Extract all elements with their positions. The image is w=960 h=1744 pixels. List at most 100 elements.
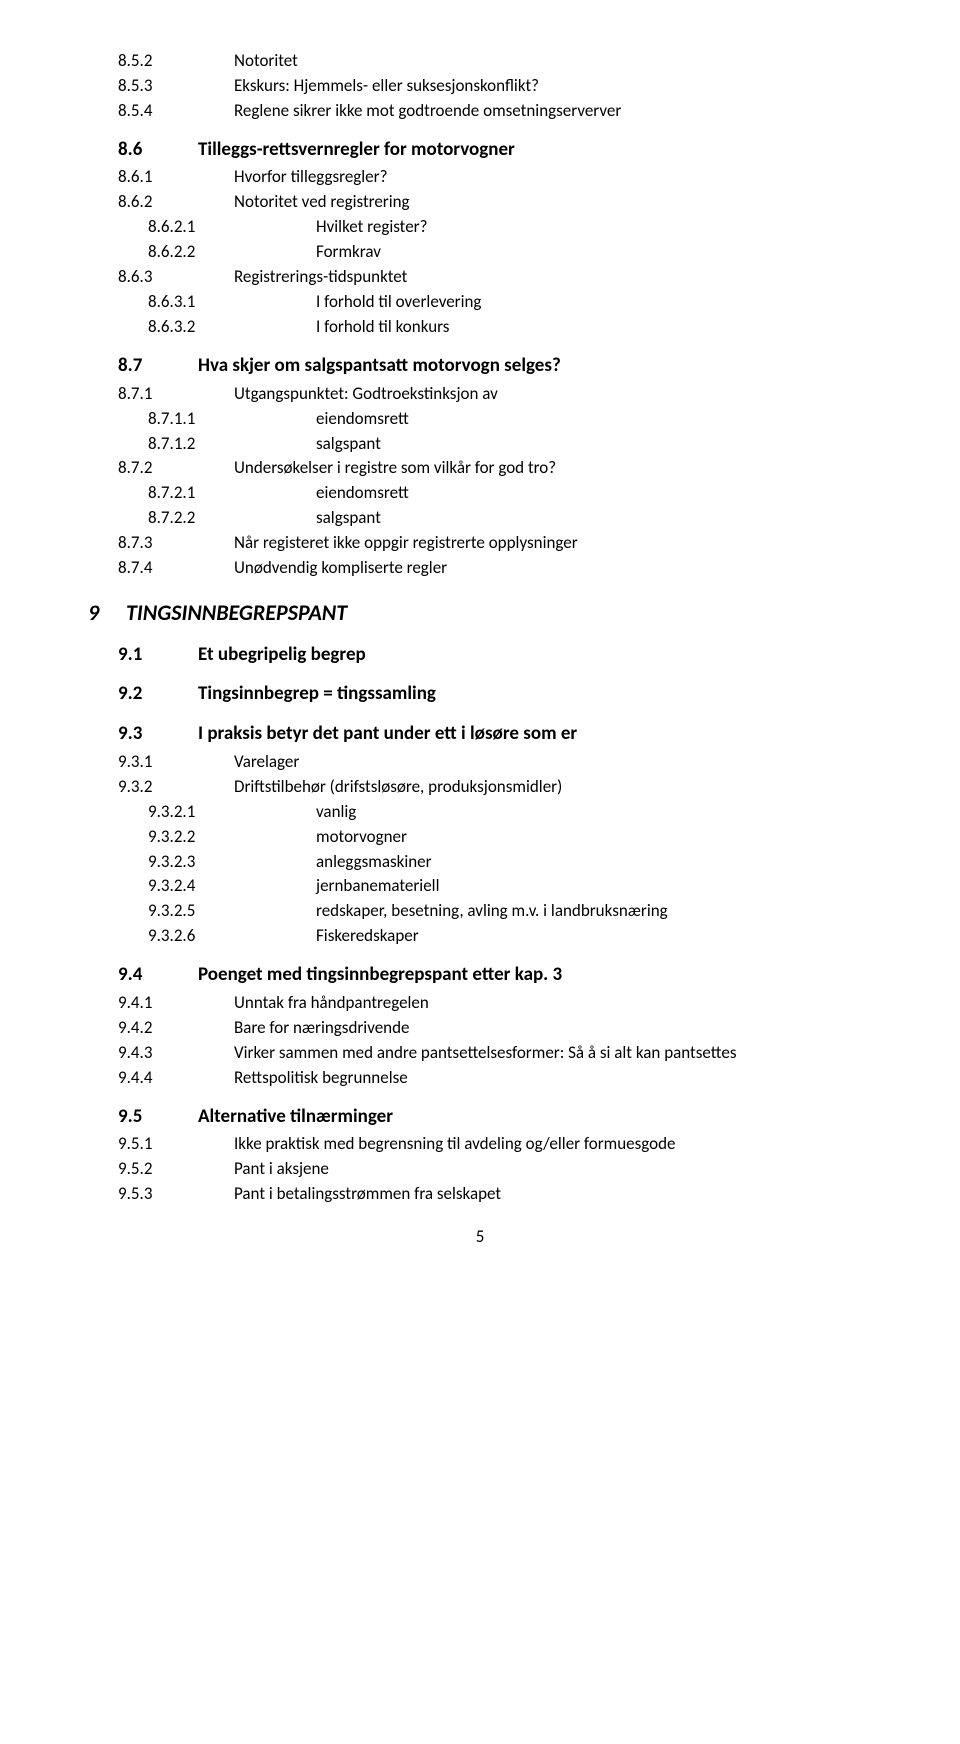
outline-text: eiendomsrett — [316, 408, 872, 431]
outline-text: I forhold til overlevering — [316, 291, 872, 314]
outline-number: 9.3.2.4 — [88, 875, 316, 898]
outline-number: 9.3.2.2 — [88, 826, 316, 849]
outline-row: 8.7.1.2salgspant — [88, 433, 872, 456]
outline-row: 9.3.2.6Fiskeredskaper — [88, 925, 872, 948]
outline-list: 8.5.2Notoritet8.5.3Ekskurs: Hjemmels- el… — [88, 50, 872, 1206]
outline-number: 9.3.2.1 — [88, 801, 316, 824]
outline-text: Ekskurs: Hjemmels- eller suksesjonskonfl… — [234, 75, 872, 98]
outline-row: 8.5.4Reglene sikrer ikke mot godtroende … — [88, 100, 872, 123]
outline-row: 9.5.2Pant i aksjene — [88, 1158, 872, 1181]
outline-number: 9.5.3 — [88, 1183, 234, 1206]
outline-text: Unntak fra håndpantregelen — [234, 992, 872, 1015]
outline-text: eiendomsrett — [316, 482, 872, 505]
outline-text: Utgangspunktet: Godtroekstinksjon av — [234, 383, 872, 406]
outline-number: 8.7 — [88, 353, 198, 379]
outline-text: Unødvendig kompliserte regler — [234, 557, 872, 580]
outline-number: 9.4.4 — [88, 1067, 234, 1090]
outline-text: Varelager — [234, 751, 872, 774]
outline-number: 9.4.2 — [88, 1017, 234, 1040]
outline-row: 8.7.2Undersøkelser i registre som vilkår… — [88, 457, 872, 480]
outline-number: 9 — [88, 598, 126, 628]
outline-text: Reglene sikrer ikke mot godtroende omset… — [234, 100, 872, 123]
outline-text: Hvorfor tilleggsregler? — [234, 166, 872, 189]
outline-number: 9.3 — [88, 721, 198, 747]
outline-text: Formkrav — [316, 241, 872, 264]
outline-text: anleggsmaskiner — [316, 851, 872, 874]
outline-number: 8.7.1 — [88, 383, 234, 406]
outline-text: Notoritet ved registrering — [234, 191, 872, 214]
outline-text: Hvilket register? — [316, 216, 872, 239]
outline-row: 8.6.1Hvorfor tilleggsregler? — [88, 166, 872, 189]
outline-number: 8.7.2 — [88, 457, 234, 480]
outline-text: Tilleggs-rettsvernregler for motorvogner — [198, 137, 872, 163]
outline-number: 9.3.1 — [88, 751, 234, 774]
outline-number: 8.7.1.2 — [88, 433, 316, 456]
outline-row: 8.7.4Unødvendig kompliserte regler — [88, 557, 872, 580]
outline-row: 9.1Et ubegripelig begrep — [88, 642, 872, 668]
outline-text: Undersøkelser i registre som vilkår for … — [234, 457, 872, 480]
outline-number: 9.4.1 — [88, 992, 234, 1015]
outline-row: 9.4.2Bare for næringsdrivende — [88, 1017, 872, 1040]
outline-row: 9.3.2.3anleggsmaskiner — [88, 851, 872, 874]
outline-row: 9.4Poenget med tingsinnbegrepspant etter… — [88, 962, 872, 988]
outline-number: 8.6.2.1 — [88, 216, 316, 239]
outline-row: 8.7.1.1eiendomsrett — [88, 408, 872, 431]
outline-row: 9.2Tingsinnbegrep = tingssamling — [88, 681, 872, 707]
outline-text: Fiskeredskaper — [316, 925, 872, 948]
outline-text: redskaper, besetning, avling m.v. i land… — [316, 900, 872, 923]
document-page: 8.5.2Notoritet8.5.3Ekskurs: Hjemmels- el… — [0, 0, 960, 1271]
outline-text: Bare for næringsdrivende — [234, 1017, 872, 1040]
outline-row: 9.3.2.5redskaper, besetning, avling m.v.… — [88, 900, 872, 923]
outline-text: TINGSINNBEGREPSPANT — [126, 598, 872, 628]
outline-row: 9TINGSINNBEGREPSPANT — [88, 598, 872, 628]
outline-text: Hva skjer om salgspantsatt motorvogn sel… — [198, 353, 872, 379]
outline-text: salgspant — [316, 507, 872, 530]
outline-number: 9.3.2.6 — [88, 925, 316, 948]
outline-text: Rettspolitisk begrunnelse — [234, 1067, 872, 1090]
outline-text: Når registeret ikke oppgir registrerte o… — [234, 532, 872, 555]
outline-number: 9.1 — [88, 642, 198, 668]
outline-number: 9.2 — [88, 681, 198, 707]
outline-row: 9.3.2.4jernbanemateriell — [88, 875, 872, 898]
outline-row: 8.7.2.2salgspant — [88, 507, 872, 530]
outline-text: Pant i aksjene — [234, 1158, 872, 1181]
outline-text: I praksis betyr det pant under ett i løs… — [198, 721, 872, 747]
outline-text: Pant i betalingsstrømmen fra selskapet — [234, 1183, 872, 1206]
outline-number: 8.5.2 — [88, 50, 234, 73]
outline-row: 9.3.2.2motorvogner — [88, 826, 872, 849]
outline-row: 9.4.4Rettspolitisk begrunnelse — [88, 1067, 872, 1090]
outline-number: 8.6.3.1 — [88, 291, 316, 314]
outline-text: Ikke praktisk med begrensning til avdeli… — [234, 1133, 872, 1156]
outline-row: 8.5.2Notoritet — [88, 50, 872, 73]
outline-text: Registrerings-tidspunktet — [234, 266, 872, 289]
outline-text: vanlig — [316, 801, 872, 824]
outline-row: 9.3I praksis betyr det pant under ett i … — [88, 721, 872, 747]
outline-text: Virker sammen med andre pantsettelsesfor… — [234, 1042, 872, 1065]
outline-text: Et ubegripelig begrep — [198, 642, 872, 668]
outline-row: 9.5Alternative tilnærminger — [88, 1104, 872, 1130]
outline-row: 9.3.2Driftstilbehør (drifstsløsøre, prod… — [88, 776, 872, 799]
outline-text: Poenget med tingsinnbegrepspant etter ka… — [198, 962, 872, 988]
outline-number: 8.6.1 — [88, 166, 234, 189]
outline-text: Notoritet — [234, 50, 872, 73]
outline-row: 8.6.3Registrerings-tidspunktet — [88, 266, 872, 289]
outline-text: Driftstilbehør (drifstsløsøre, produksjo… — [234, 776, 872, 799]
outline-row: 8.7.3Når registeret ikke oppgir registre… — [88, 532, 872, 555]
outline-number: 9.3.2.3 — [88, 851, 316, 874]
outline-row: 8.7.2.1eiendomsrett — [88, 482, 872, 505]
outline-text: I forhold til konkurs — [316, 316, 872, 339]
outline-number: 9.3.2.5 — [88, 900, 316, 923]
outline-number: 8.7.2.2 — [88, 507, 316, 530]
outline-text: salgspant — [316, 433, 872, 456]
outline-text: Tingsinnbegrep = tingssamling — [198, 681, 872, 707]
outline-row: 8.6.2Notoritet ved registrering — [88, 191, 872, 214]
outline-number: 8.5.4 — [88, 100, 234, 123]
outline-row: 8.6.3.2I forhold til konkurs — [88, 316, 872, 339]
outline-row: 9.5.3Pant i betalingsstrømmen fra selska… — [88, 1183, 872, 1206]
outline-number: 8.7.2.1 — [88, 482, 316, 505]
outline-number: 8.6.3 — [88, 266, 234, 289]
outline-number: 8.6.3.2 — [88, 316, 316, 339]
outline-row: 8.6.2.1Hvilket register? — [88, 216, 872, 239]
outline-row: 8.6.2.2Formkrav — [88, 241, 872, 264]
outline-row: 8.7Hva skjer om salgspantsatt motorvogn … — [88, 353, 872, 379]
